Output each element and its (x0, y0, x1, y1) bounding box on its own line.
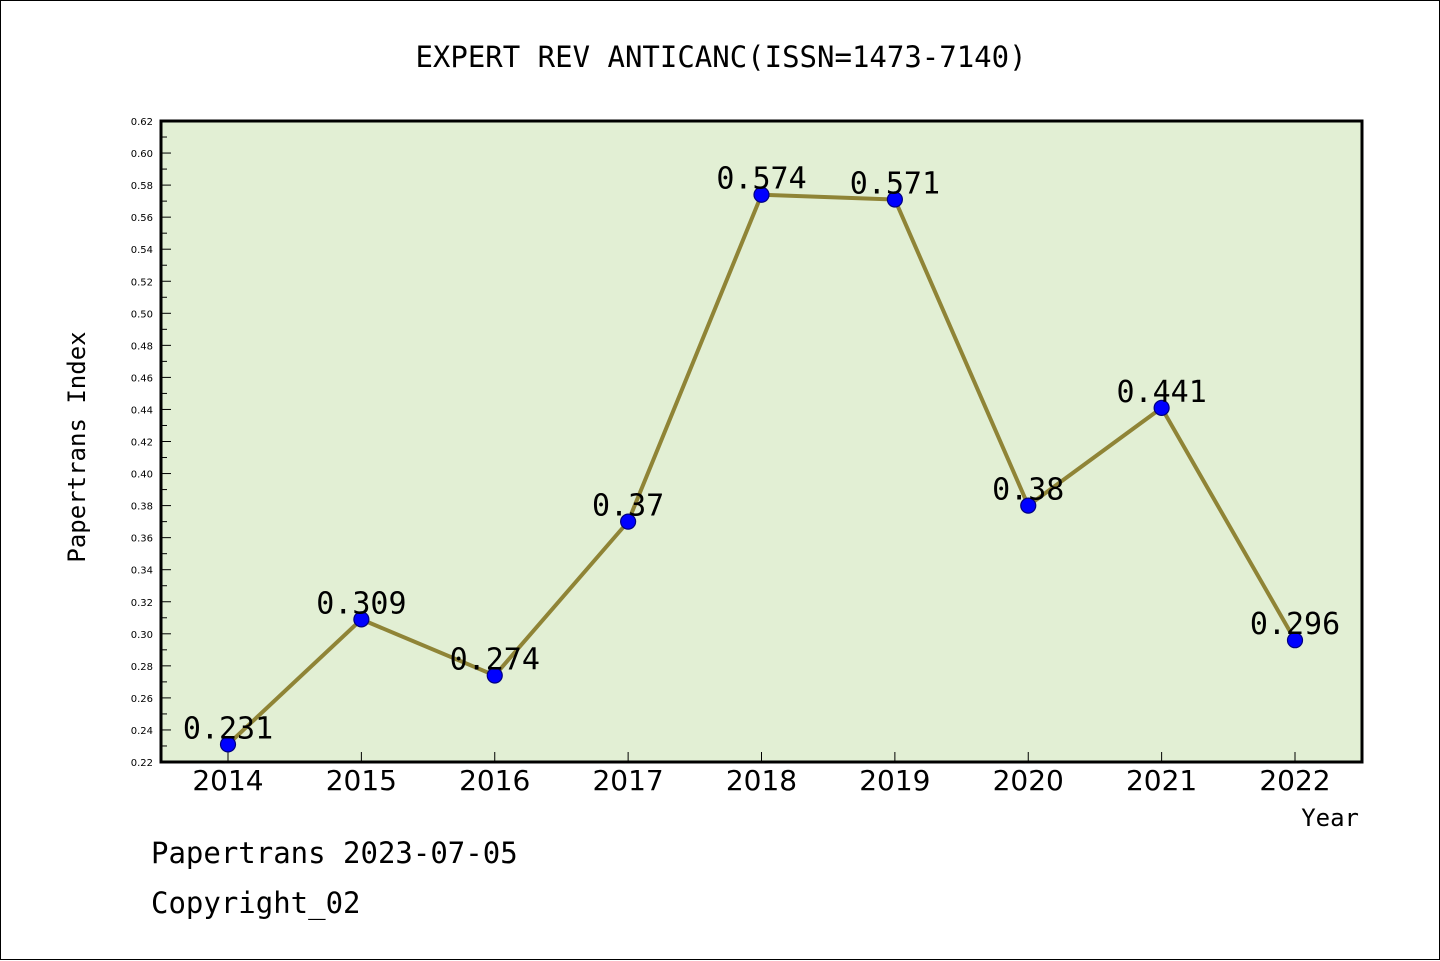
chart-title: EXPERT REV ANTICANC(ISSN=1473-7140) (415, 40, 1026, 74)
y-tick-label: 0.22 (131, 758, 153, 769)
y-tick-label: 0.26 (131, 694, 153, 705)
y-tick-label: 0.44 (131, 405, 153, 416)
x-tick-label: 2017 (592, 764, 663, 797)
data-label: 0.274 (450, 642, 540, 677)
data-point (753, 186, 770, 203)
x-tick-label: 2014 (192, 764, 263, 797)
y-tick-label: 0.54 (131, 245, 153, 256)
data-label: 0.37 (592, 489, 664, 524)
data-label: 0.231 (183, 711, 273, 746)
y-tick-label: 0.62 (131, 117, 153, 128)
data-point (486, 667, 503, 684)
data-point (353, 611, 370, 628)
y-tick-label: 0.30 (131, 630, 153, 641)
y-tick-label: 0.36 (131, 534, 153, 545)
y-axis: 0.22 0.24 0.26 0.28 0.30 0.32 0.34 0.36 0.38 0.40… (131, 117, 171, 769)
data-point (1020, 497, 1037, 514)
data-label: 0.38 (992, 473, 1064, 508)
data-label: 0.441 (1116, 375, 1206, 410)
y-tick-label: 0.24 (131, 726, 153, 737)
y-tick-label: 0.42 (131, 438, 153, 449)
footer-source-date: Papertrans 2023-07-05 (151, 836, 518, 870)
y-tick-label: 0.40 (131, 470, 153, 481)
y-tick-label: 0.38 (131, 502, 153, 513)
x-tick-label: 2020 (993, 764, 1064, 797)
data-label: 0.296 (1250, 607, 1340, 642)
data-point (219, 736, 237, 753)
x-tick-label: 2015 (326, 764, 397, 797)
data-label: 0.571 (850, 167, 940, 202)
x-tick-label: 2018 (726, 764, 797, 797)
footer-copyright: Copyright_02 (151, 886, 361, 920)
y-tick-label: 0.56 (131, 213, 153, 224)
x-tick-label: 2021 (1126, 764, 1197, 797)
series-layer (219, 186, 1304, 753)
x-tick-label: 2022 (1259, 764, 1330, 797)
y-axis-label: Papertrans Index (63, 331, 91, 562)
x-axis: 2014 2015 2016 2017 2018 2019 2020 2021 2022 (192, 752, 1331, 797)
data-label-layer: 0.231 0.309 0.274 0.37 0.574 0.571 0.38 0.441 0.… (183, 162, 1340, 747)
y-tick-label: 0.50 (131, 309, 153, 320)
y-tick-label: 0.58 (131, 181, 153, 192)
y-tick-label: 0.46 (131, 373, 153, 384)
y-tick-label: 0.52 (131, 277, 153, 288)
y-tick-label: 0.28 (131, 662, 153, 673)
data-label: 0.309 (316, 586, 406, 621)
y-tick-label: 0.48 (131, 341, 153, 352)
data-point (1286, 632, 1304, 649)
data-point (886, 191, 903, 208)
data-label: 0.574 (716, 162, 806, 197)
y-tick-label: 0.60 (131, 149, 153, 160)
x-axis-label: Year (1301, 804, 1359, 832)
y-tick-label: 0.32 (131, 598, 153, 609)
y-tick-label: 0.34 (131, 566, 153, 577)
x-tick-label: 2019 (859, 764, 930, 797)
data-point (1153, 399, 1170, 416)
x-tick-label: 2016 (459, 764, 530, 797)
plot-area (159, 119, 1364, 764)
data-point (620, 513, 637, 530)
